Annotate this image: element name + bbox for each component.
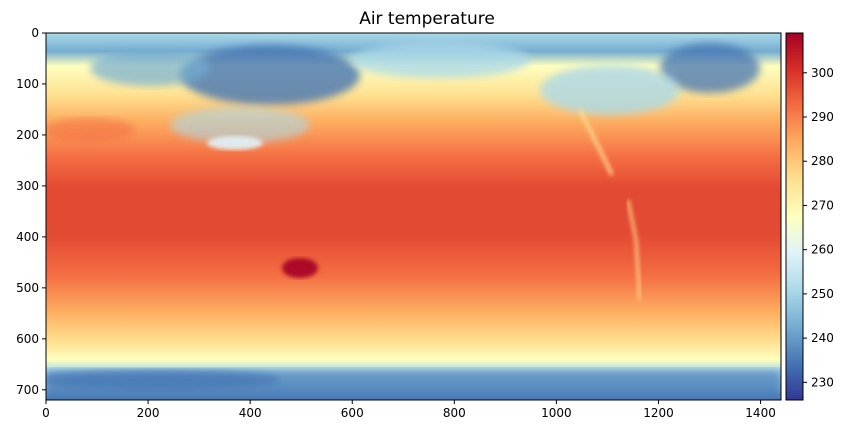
x-tick-label: 800 — [443, 406, 466, 420]
y-tick-label: 700 — [16, 383, 39, 397]
y-tick-label: 300 — [16, 179, 39, 193]
x-tick-label: 0 — [42, 406, 50, 420]
y-tick-label: 600 — [16, 332, 39, 346]
colorbar-tick-label: 270 — [811, 198, 834, 212]
x-axis: 0 200 400 600 800 1000 1200 1400 — [42, 400, 776, 420]
colorbar-tick-label: 230 — [811, 375, 834, 389]
colorbar-tick-label: 240 — [811, 331, 834, 345]
y-tick-label: 200 — [16, 128, 39, 142]
colorbar-tick-label: 280 — [811, 154, 834, 168]
y-tick-label: 0 — [31, 26, 39, 40]
x-tick-label: 1400 — [745, 406, 776, 420]
colorbar-tick-label: 260 — [811, 243, 834, 257]
y-tick-label: 400 — [16, 230, 39, 244]
chart-title: Air temperature — [359, 9, 495, 29]
x-tick-label: 400 — [239, 406, 262, 420]
x-tick-label: 200 — [137, 406, 160, 420]
y-tick-label: 500 — [16, 281, 39, 295]
x-tick-label: 600 — [341, 406, 364, 420]
plot-frame — [45, 32, 782, 401]
y-tick-label: 100 — [16, 77, 39, 91]
x-tick-label: 1000 — [541, 406, 572, 420]
heatmap-field — [46, 33, 781, 400]
colorbar-tick-label: 300 — [811, 66, 834, 80]
colorbar-tick-label: 290 — [811, 110, 834, 124]
colorbar — [785, 32, 804, 401]
x-tick-label: 1200 — [643, 406, 674, 420]
colorbar-axis: 230 240 250 260 270 280 290 300 — [803, 66, 834, 389]
colorbar-tick-label: 250 — [811, 287, 834, 301]
y-axis: 0 100 200 300 400 500 600 700 — [16, 26, 46, 397]
